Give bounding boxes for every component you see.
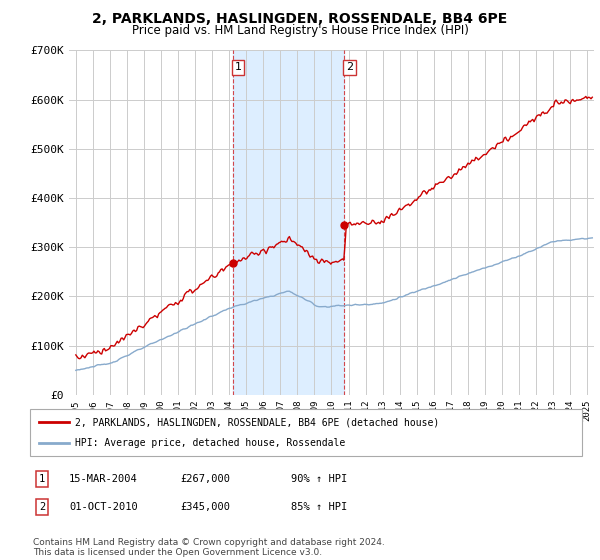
Text: £267,000: £267,000 (180, 474, 230, 484)
Text: 1: 1 (39, 474, 45, 484)
Text: 2, PARKLANDS, HASLINGDEN, ROSSENDALE, BB4 6PE (detached house): 2, PARKLANDS, HASLINGDEN, ROSSENDALE, BB… (75, 417, 439, 427)
Text: 85% ↑ HPI: 85% ↑ HPI (291, 502, 347, 512)
Text: 2, PARKLANDS, HASLINGDEN, ROSSENDALE, BB4 6PE: 2, PARKLANDS, HASLINGDEN, ROSSENDALE, BB… (92, 12, 508, 26)
Text: 90% ↑ HPI: 90% ↑ HPI (291, 474, 347, 484)
Bar (233, 50, 344, 395)
Text: Price paid vs. HM Land Registry's House Price Index (HPI): Price paid vs. HM Land Registry's House … (131, 24, 469, 37)
Text: 2: 2 (39, 502, 45, 512)
Text: HPI: Average price, detached house, Rossendale: HPI: Average price, detached house, Ross… (75, 438, 345, 448)
Text: 2: 2 (346, 63, 353, 72)
Text: 01-OCT-2010: 01-OCT-2010 (69, 502, 138, 512)
Text: 1: 1 (235, 63, 241, 72)
Text: £345,000: £345,000 (180, 502, 230, 512)
Text: Contains HM Land Registry data © Crown copyright and database right 2024.
This d: Contains HM Land Registry data © Crown c… (33, 538, 385, 557)
Text: 15-MAR-2004: 15-MAR-2004 (69, 474, 138, 484)
